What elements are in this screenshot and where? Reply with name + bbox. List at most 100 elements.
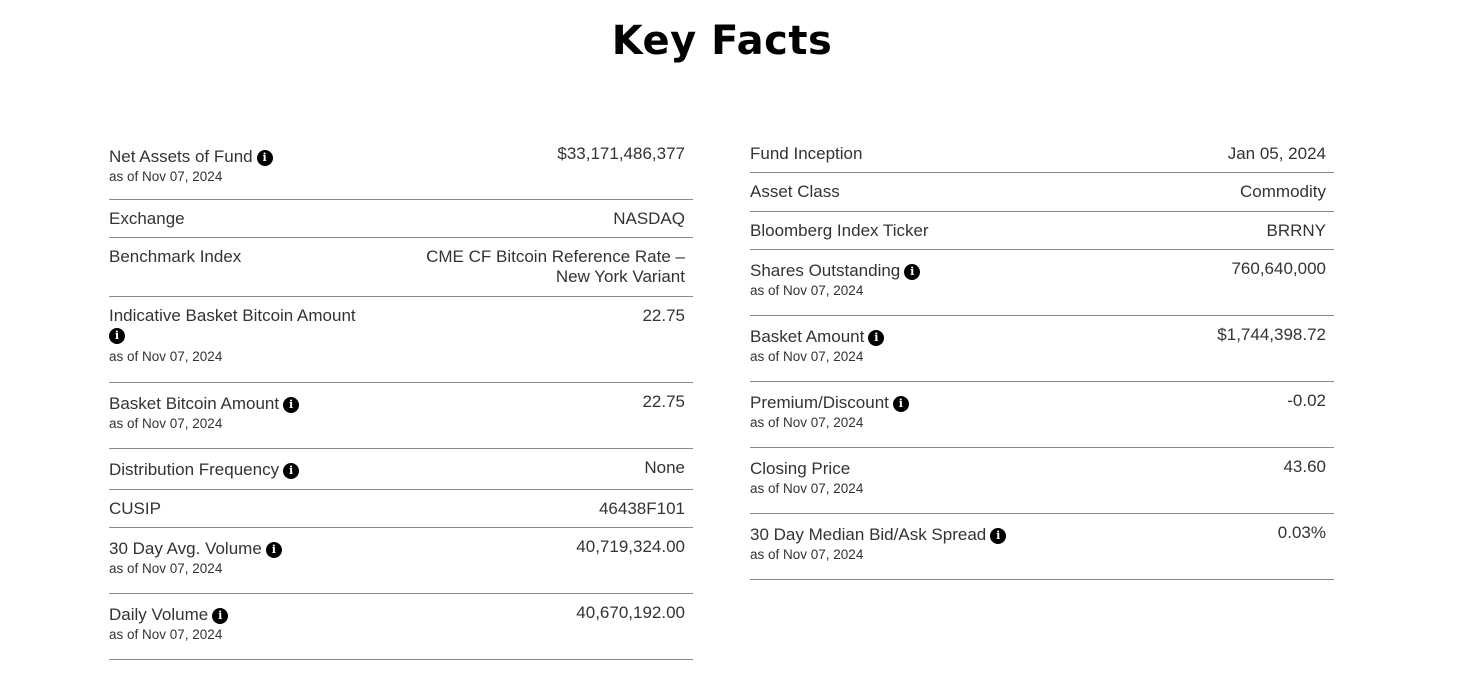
fact-row-basket-amount: Basket Amount i as of Nov 07, 2024 $1,744… bbox=[750, 316, 1334, 382]
info-icon[interactable]: i bbox=[868, 330, 885, 346]
fact-label-group: Net Assets of Fund i as of Nov 07, 2024 bbox=[109, 147, 273, 185]
fact-value: None bbox=[644, 458, 685, 477]
key-facts-left-column: Net Assets of Fund i as of Nov 07, 2024 $… bbox=[109, 137, 693, 660]
fact-label-group: Basket Amount i as of Nov 07, 2024 bbox=[750, 327, 885, 365]
fact-label-line: Basket Bitcoin Amount i bbox=[109, 394, 300, 414]
fact-label-line: Daily Volume i bbox=[109, 605, 229, 625]
info-icon[interactable]: i bbox=[109, 328, 125, 344]
fact-label-group: Premium/Discount i as of Nov 07, 2024 bbox=[750, 393, 909, 431]
as-of-date: as of Nov 07, 2024 bbox=[750, 547, 864, 562]
fact-label: Premium/Discount bbox=[750, 393, 889, 412]
info-icon[interactable]: i bbox=[892, 396, 909, 412]
fact-value: 43.60 bbox=[1283, 457, 1326, 476]
fact-row-benchmark-index: Benchmark Index CME CF Bitcoin Reference… bbox=[109, 238, 693, 297]
fact-row-daily-volume: Daily Volume i as of Nov 07, 2024 40,670,… bbox=[109, 594, 693, 660]
fact-label-line: 30 Day Median Bid/Ask Spread i bbox=[750, 525, 1007, 545]
fact-label-group: Closing Price as of Nov 07, 2024 bbox=[750, 459, 863, 497]
fact-row-shares-outstanding: Shares Outstanding i as of Nov 07, 2024 7… bbox=[750, 250, 1334, 316]
fact-label-line: 30 Day Avg. Volume i bbox=[109, 539, 282, 559]
fact-value: Jan 05, 2024 bbox=[1227, 144, 1326, 163]
as-of-date: as of Nov 07, 2024 bbox=[750, 415, 864, 430]
fact-value: 46438F101 bbox=[598, 499, 685, 518]
fact-label-line: Distribution Frequency i bbox=[109, 460, 300, 480]
as-of-date: as of Nov 07, 2024 bbox=[109, 416, 223, 431]
as-of-date: as of Nov 07, 2024 bbox=[750, 349, 864, 364]
fact-label-group: Shares Outstanding i as of Nov 07, 2024 bbox=[750, 261, 921, 299]
as-of-date: as of Nov 07, 2024 bbox=[109, 627, 223, 642]
info-icon[interactable]: i bbox=[256, 150, 273, 166]
fact-label: Asset Class bbox=[750, 182, 840, 201]
info-icon[interactable]: i bbox=[904, 264, 921, 280]
fact-label: Indicative Basket Bitcoin Amount bbox=[109, 306, 356, 325]
fact-value: CME CF Bitcoin Reference Rate – New York… bbox=[426, 247, 685, 287]
fact-label: Distribution Frequency bbox=[109, 460, 280, 479]
fact-value: $1,744,398.72 bbox=[1217, 325, 1326, 344]
fact-label-line: Shares Outstanding i bbox=[750, 261, 921, 281]
fact-row-fund-inception: Fund Inception Jan 05, 2024 bbox=[750, 137, 1334, 173]
fact-value: 0.03% bbox=[1277, 523, 1326, 542]
as-of-date: as of Nov 07, 2024 bbox=[750, 283, 864, 298]
fact-label: Exchange bbox=[109, 209, 185, 228]
fact-label-group: Exchange bbox=[109, 209, 185, 229]
fact-value: BRRNY bbox=[1266, 221, 1326, 240]
fact-label: Basket Bitcoin Amount bbox=[109, 394, 280, 413]
fact-row-bloomberg-index-ticker: Bloomberg Index Ticker BRRNY bbox=[750, 212, 1334, 250]
fact-label: Net Assets of Fund bbox=[109, 147, 253, 166]
fact-label-group: Basket Bitcoin Amount i as of Nov 07, 202… bbox=[109, 394, 300, 432]
fact-row-premium-discount: Premium/Discount i as of Nov 07, 2024 -0.… bbox=[750, 382, 1334, 448]
fact-label: Benchmark Index bbox=[109, 247, 242, 266]
fact-label: Closing Price bbox=[750, 459, 851, 478]
as-of-date: as of Nov 07, 2024 bbox=[109, 169, 223, 184]
fact-label-group: 30 Day Avg. Volume i as of Nov 07, 2024 bbox=[109, 539, 282, 577]
fact-value: -0.02 bbox=[1287, 391, 1326, 410]
fact-label: Basket Amount bbox=[750, 327, 865, 346]
fact-label-group: Indicative Basket Bitcoin Amount i as of… bbox=[109, 306, 356, 365]
fact-row-30-day-median-bid-ask-spread: 30 Day Median Bid/Ask Spread i as of Nov … bbox=[750, 514, 1334, 580]
as-of-date: as of Nov 07, 2024 bbox=[109, 349, 223, 364]
info-icon[interactable]: i bbox=[265, 542, 282, 558]
fact-value: 760,640,000 bbox=[1231, 259, 1326, 278]
fact-label-group: Bloomberg Index Ticker bbox=[750, 221, 929, 241]
fact-value: Commodity bbox=[1240, 182, 1326, 201]
fact-label-group: Benchmark Index bbox=[109, 247, 241, 267]
fact-value: 40,719,324.00 bbox=[576, 537, 685, 556]
fact-label-group: CUSIP bbox=[109, 499, 161, 519]
fact-label: 30 Day Avg. Volume bbox=[109, 539, 262, 558]
fact-value: 22.75 bbox=[642, 392, 685, 411]
fact-row-30-day-avg-volume: 30 Day Avg. Volume i as of Nov 07, 2024 4… bbox=[109, 528, 693, 594]
fact-row-closing-price: Closing Price as of Nov 07, 2024 43.60 bbox=[750, 448, 1334, 514]
fact-label-line: Net Assets of Fund i bbox=[109, 147, 273, 167]
fact-value: 40,670,192.00 bbox=[576, 603, 685, 622]
info-icon[interactable]: i bbox=[283, 397, 300, 413]
fact-label: Daily Volume bbox=[109, 605, 209, 624]
fact-label-line: Premium/Discount i bbox=[750, 393, 909, 413]
fact-label-group: Fund Inception bbox=[750, 144, 862, 164]
fact-label: Fund Inception bbox=[750, 144, 863, 163]
fact-label-line: Basket Amount i bbox=[750, 327, 885, 347]
info-icon[interactable]: i bbox=[212, 608, 229, 624]
fact-label: 30 Day Median Bid/Ask Spread bbox=[750, 525, 987, 544]
fact-label-group: Daily Volume i as of Nov 07, 2024 bbox=[109, 605, 229, 643]
info-icon[interactable]: i bbox=[990, 528, 1007, 544]
fact-value: 22.75 bbox=[642, 306, 685, 325]
fact-value: $33,171,486,377 bbox=[557, 144, 685, 163]
fact-row-exchange: Exchange NASDAQ bbox=[109, 200, 693, 238]
key-facts-right-column: Fund Inception Jan 05, 2024 Asset Class … bbox=[750, 137, 1334, 580]
fact-row-asset-class: Asset Class Commodity bbox=[750, 173, 1334, 212]
as-of-date: as of Nov 07, 2024 bbox=[109, 561, 223, 576]
fact-label-group: 30 Day Median Bid/Ask Spread i as of Nov … bbox=[750, 525, 1007, 563]
fact-row-net-assets: Net Assets of Fund i as of Nov 07, 2024 $… bbox=[109, 137, 693, 200]
fact-row-distribution-frequency: Distribution Frequency i None bbox=[109, 449, 693, 490]
fact-label: CUSIP bbox=[109, 499, 161, 518]
fact-value-line: New York Variant bbox=[555, 267, 685, 286]
as-of-date: as of Nov 07, 2024 bbox=[750, 481, 864, 496]
fact-value: NASDAQ bbox=[613, 209, 685, 228]
page-title: Key Facts bbox=[611, 18, 833, 64]
fact-row-basket-bitcoin: Basket Bitcoin Amount i as of Nov 07, 202… bbox=[109, 383, 693, 449]
info-icon[interactable]: i bbox=[283, 463, 300, 479]
fact-row-cusip: CUSIP 46438F101 bbox=[109, 490, 693, 528]
fact-label-group: Distribution Frequency i bbox=[109, 460, 300, 480]
fact-row-indicative-basket-bitcoin: Indicative Basket Bitcoin Amount i as of… bbox=[109, 297, 693, 383]
fact-label-group: Asset Class bbox=[750, 182, 840, 202]
fact-label: Bloomberg Index Ticker bbox=[750, 221, 929, 240]
